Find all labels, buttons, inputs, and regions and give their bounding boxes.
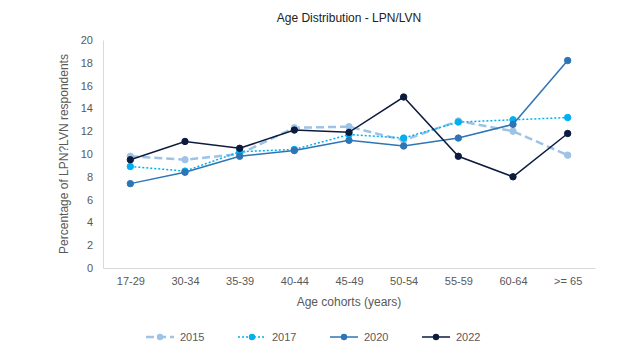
point <box>236 145 242 151</box>
point <box>291 147 297 153</box>
y-tick-label: 10 <box>81 148 93 160</box>
x-tick-label: 17-29 <box>117 275 145 287</box>
x-tick-label: 45-49 <box>335 275 363 287</box>
legend-item: 2017 <box>238 331 296 343</box>
y-tick-label: 18 <box>81 57 93 69</box>
y-tick: 18 <box>81 57 103 69</box>
plot: 0 2 4 6 8 10 12 14 16 18 20 17-29 30-34 35-39 40-44 45-… <box>81 34 596 287</box>
x-tick: 45-49 <box>335 268 363 287</box>
point <box>236 153 242 159</box>
legend-label: 2017 <box>272 331 296 343</box>
series-line <box>130 97 567 177</box>
x-tick: 40-44 <box>281 268 309 287</box>
legend-item: 2015 <box>146 331 204 343</box>
legend-marker <box>341 334 347 340</box>
y-tick: 8 <box>87 171 103 183</box>
point <box>182 169 188 175</box>
point <box>346 137 352 143</box>
y-tick: 4 <box>87 216 103 228</box>
y-tick-label: 2 <box>87 239 93 251</box>
point <box>127 157 133 163</box>
y-tick: 16 <box>81 80 103 92</box>
y-tick-label: 6 <box>87 194 93 206</box>
x-tick-label: >= 65 <box>554 275 582 287</box>
y-tick-label: 12 <box>81 125 93 137</box>
x-tick: 35-39 <box>226 268 254 287</box>
chart: Age Distribution - LPN/LVN 0 2 4 6 8 10 12 14 16 1… <box>0 0 640 357</box>
point <box>510 128 516 134</box>
y-tick-label: 8 <box>87 171 93 183</box>
point <box>182 138 188 144</box>
legend-marker <box>433 334 439 340</box>
y-tick: 6 <box>87 194 103 206</box>
legend-item: 2020 <box>330 331 388 343</box>
y-tick: 20 <box>81 34 103 46</box>
y-tick: 14 <box>81 102 103 114</box>
point <box>564 57 570 63</box>
point <box>400 94 406 100</box>
series-group <box>127 57 571 187</box>
x-tick-label: 35-39 <box>226 275 254 287</box>
legend-marker <box>157 334 163 340</box>
y-tick: 10 <box>81 148 103 160</box>
title: Age Distribution - LPN/LVN <box>277 11 422 25</box>
point <box>455 119 461 125</box>
point <box>564 152 570 158</box>
point <box>182 157 188 163</box>
point <box>564 130 570 136</box>
x-axis-line <box>104 268 596 269</box>
x-tick-label: 50-54 <box>390 275 418 287</box>
x-axis: 17-29 30-34 35-39 40-44 45-49 50-54 55-59 60-64… <box>104 268 596 287</box>
y-axis-title: Percentage of LPN?LVN respondents <box>57 54 71 254</box>
y-tick-label: 14 <box>81 102 93 114</box>
series-line <box>130 61 567 184</box>
legend-label: 2020 <box>364 331 388 343</box>
y-tick-label: 4 <box>87 216 93 228</box>
point <box>127 163 133 169</box>
x-axis-title: Age cohorts (years) <box>297 295 402 309</box>
x-tick: 55-59 <box>445 268 473 287</box>
legend-item: 2022 <box>422 331 480 343</box>
y-tick-label: 16 <box>81 80 93 92</box>
x-tick: 17-29 <box>117 268 145 287</box>
point <box>346 129 352 135</box>
legend-label: 2015 <box>180 331 204 343</box>
x-tick-label: 55-59 <box>445 275 473 287</box>
x-tick: 30-34 <box>171 268 199 287</box>
point <box>564 114 570 120</box>
y-tick: 12 <box>81 125 103 137</box>
point <box>510 121 516 127</box>
y-tick: 0 <box>87 262 103 274</box>
y-axis-line <box>103 41 104 269</box>
point <box>400 135 406 141</box>
point <box>400 143 406 149</box>
y-tick-label: 20 <box>81 34 93 46</box>
x-tick: 60-64 <box>499 268 527 287</box>
legend: 2015 2017 2020 2022 <box>146 331 480 343</box>
legend-marker <box>249 334 255 340</box>
x-tick-label: 40-44 <box>281 275 309 287</box>
point <box>455 153 461 159</box>
x-tick: >= 65 <box>554 268 582 287</box>
x-tick: 50-54 <box>390 268 418 287</box>
x-tick-label: 30-34 <box>171 275 199 287</box>
series-line <box>130 118 567 172</box>
y-tick: 2 <box>87 239 103 251</box>
point <box>127 180 133 186</box>
y-tick-label: 0 <box>87 262 93 274</box>
y-axis: 0 2 4 6 8 10 12 14 16 18 20 <box>81 34 104 274</box>
point <box>291 127 297 133</box>
point <box>510 174 516 180</box>
point <box>455 135 461 141</box>
x-tick-label: 60-64 <box>499 275 527 287</box>
legend-label: 2022 <box>456 331 480 343</box>
